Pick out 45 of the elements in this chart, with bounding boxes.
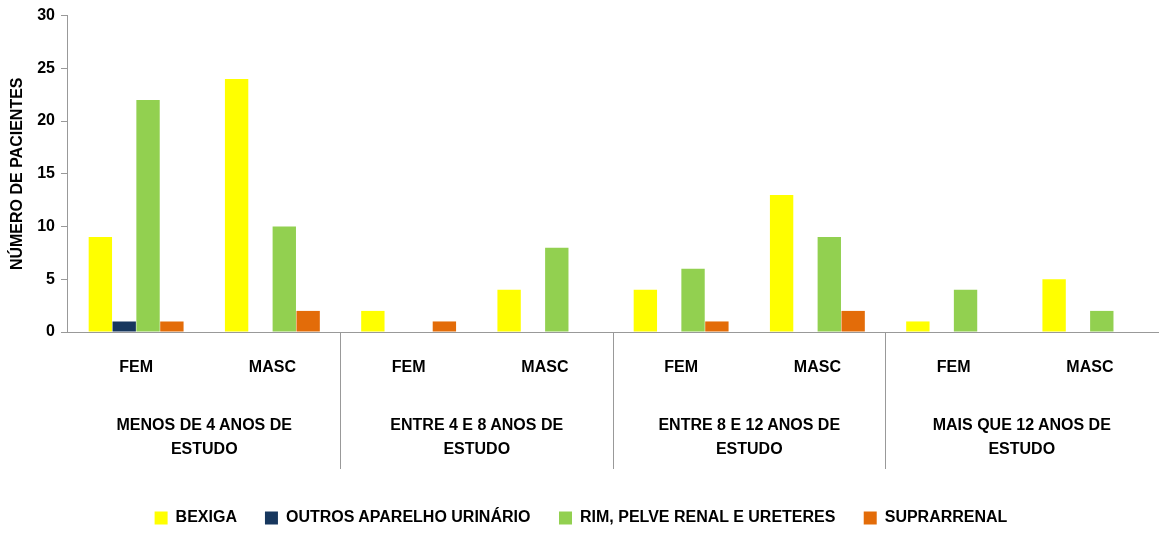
x-tick-label: MASC bbox=[521, 358, 569, 376]
bar bbox=[361, 310, 385, 332]
bar bbox=[705, 321, 729, 332]
text: MENOS DE 4 ANOS DE ESTUDO bbox=[116, 416, 293, 458]
y-tick-label: 10 bbox=[37, 216, 56, 234]
x-tick-label: FEM bbox=[664, 358, 699, 376]
y-tick-label: 5 bbox=[46, 269, 56, 287]
bar bbox=[681, 268, 705, 332]
bar bbox=[160, 321, 184, 332]
x-tick-label: FEM bbox=[391, 358, 426, 376]
legend-label: SUPRARRENAL bbox=[884, 508, 1008, 526]
y-tick-label: 30 bbox=[37, 6, 56, 24]
bar bbox=[88, 237, 113, 332]
bar bbox=[953, 289, 978, 332]
x-tick-label: MASC bbox=[1066, 358, 1114, 376]
bar bbox=[296, 310, 320, 332]
bar bbox=[633, 289, 658, 332]
bar bbox=[841, 310, 865, 332]
bar bbox=[1090, 310, 1114, 332]
x-tick-label: FEM bbox=[936, 358, 971, 376]
bar bbox=[112, 321, 136, 332]
bar bbox=[817, 237, 841, 332]
y-axis-title: NÚMERO DE PACIENTES bbox=[7, 77, 26, 271]
legend-label: BEXIGA bbox=[175, 508, 238, 526]
bar bbox=[769, 194, 794, 332]
bar bbox=[224, 78, 249, 332]
bar bbox=[497, 289, 521, 332]
text: MAIS QUE 12 ANOS DE ESTUDO bbox=[932, 416, 1112, 458]
y-tick-label: 20 bbox=[37, 111, 56, 129]
bar bbox=[906, 321, 930, 332]
y-tick-label: 15 bbox=[37, 164, 56, 182]
text: ENTRE 8 E 12 ANOS DE ESTUDO bbox=[658, 416, 841, 458]
bar bbox=[545, 247, 569, 332]
bar bbox=[432, 321, 457, 332]
bar bbox=[136, 99, 160, 332]
legend-label: OUTROS APARELHO URINÁRIO bbox=[285, 507, 531, 526]
x-tick-label: MASC bbox=[248, 358, 297, 376]
text: ENTRE 4 E 8 ANOS DE ESTUDO bbox=[390, 416, 564, 458]
legend-label: RIM, PELVE RENAL E URETERES bbox=[579, 508, 836, 526]
x-tick-label: MASC bbox=[793, 358, 842, 376]
y-tick-label: 0 bbox=[46, 322, 56, 340]
bar bbox=[1042, 279, 1066, 332]
bar bbox=[272, 226, 296, 332]
y-tick-label: 25 bbox=[37, 58, 56, 76]
x-tick-label: FEM bbox=[119, 358, 154, 376]
